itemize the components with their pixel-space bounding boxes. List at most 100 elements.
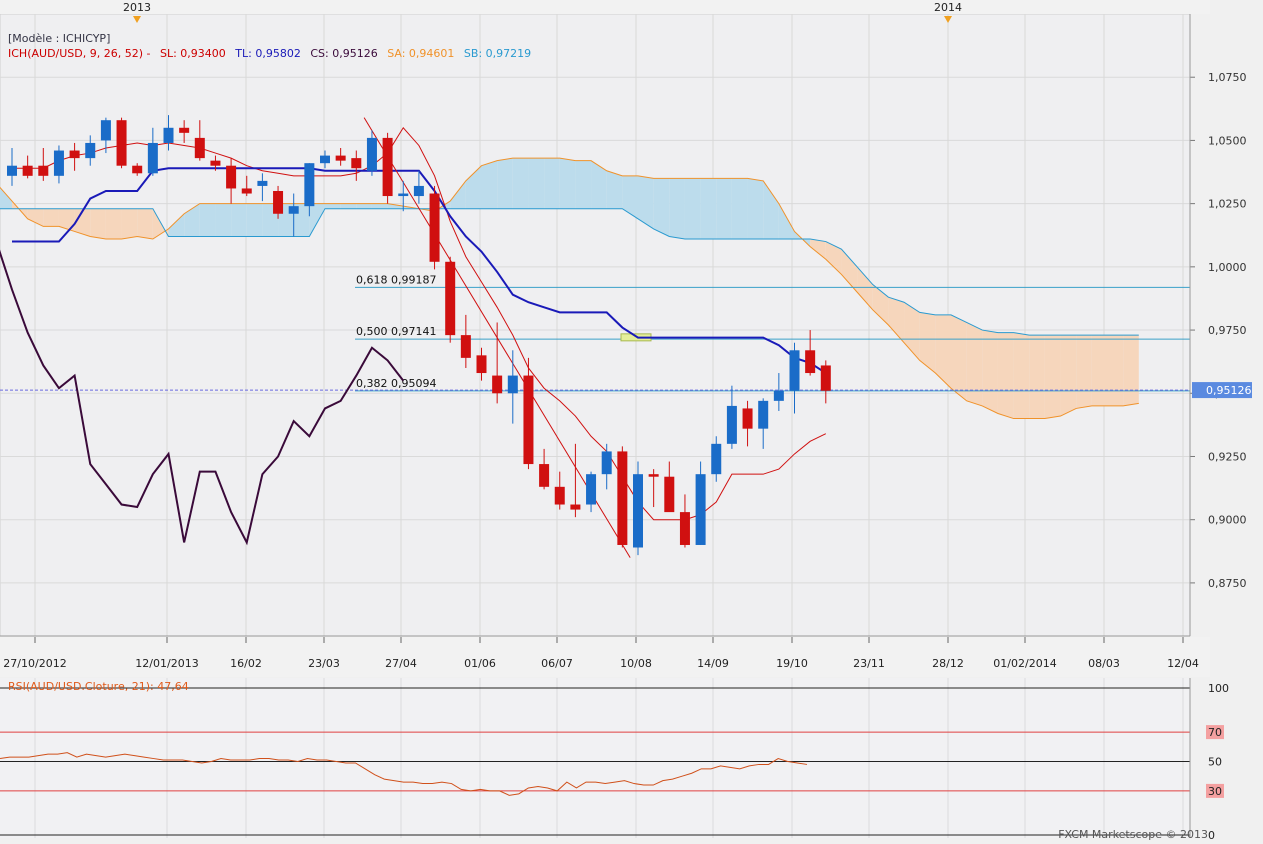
candle-body bbox=[476, 355, 487, 374]
candle-body bbox=[695, 474, 706, 545]
x-tick-label: 08/03 bbox=[1088, 657, 1120, 670]
x-tick-label: 10/08 bbox=[620, 657, 652, 670]
cloud-segment bbox=[137, 208, 153, 240]
candle-body bbox=[53, 150, 64, 176]
cloud-segment bbox=[606, 170, 623, 209]
cloud-segment bbox=[888, 297, 905, 343]
candle-body bbox=[304, 163, 315, 207]
cloud-segment bbox=[231, 203, 247, 237]
candle-body bbox=[398, 193, 409, 197]
cloud-segment bbox=[43, 208, 59, 227]
candle-body bbox=[742, 408, 753, 429]
rsi-line bbox=[0, 752, 808, 796]
candle-body bbox=[85, 142, 96, 159]
candle-body bbox=[38, 165, 49, 176]
cloud-segment bbox=[716, 178, 732, 240]
cloud-segment bbox=[199, 203, 216, 237]
rsi-level-label: 0 bbox=[1208, 829, 1215, 842]
candle-body bbox=[539, 464, 550, 487]
cloud-segment bbox=[309, 203, 325, 237]
candle-body bbox=[320, 155, 330, 164]
candle-body bbox=[147, 142, 158, 174]
candle-body bbox=[100, 120, 111, 141]
year-marker-icon bbox=[944, 16, 952, 23]
candle-body bbox=[257, 180, 268, 186]
cloud-segment bbox=[27, 208, 44, 227]
x-tick-label: 19/10 bbox=[776, 657, 808, 670]
cloud-segment bbox=[778, 203, 795, 240]
cloud-segment bbox=[669, 178, 685, 240]
cloud-segment bbox=[622, 175, 638, 219]
rsi-level-tag bbox=[1206, 783, 1224, 798]
rsi-level-label: 100 bbox=[1208, 682, 1229, 695]
y-tick-label: 0,9750 bbox=[1208, 324, 1247, 337]
cloud-segment bbox=[371, 203, 388, 209]
legend-tl: TL: 0,95802 bbox=[235, 47, 301, 60]
cloud-segment bbox=[1013, 332, 1030, 419]
candle-body bbox=[460, 335, 471, 358]
cloud-segment bbox=[763, 180, 779, 240]
model-label: [Modèle : ICHICYP] bbox=[8, 32, 111, 45]
cloud-segment bbox=[638, 175, 654, 229]
candle-body bbox=[241, 188, 252, 194]
candle-body bbox=[116, 120, 127, 166]
legend-sa: SA: 0,94601 bbox=[387, 47, 455, 60]
x-tick-label: 16/02 bbox=[230, 657, 262, 670]
chikou-span-line bbox=[0, 249, 405, 546]
x-tick-label: 01/06 bbox=[464, 657, 496, 670]
rsi-panel-background bbox=[0, 678, 1190, 838]
tenkan-line bbox=[12, 126, 827, 521]
candle-body bbox=[429, 193, 440, 262]
candle-body bbox=[523, 375, 534, 465]
y-tick-label: 1,0250 bbox=[1208, 198, 1247, 211]
cloud-segment bbox=[1076, 335, 1092, 409]
current-price-label: 0,95126 bbox=[1206, 384, 1252, 397]
cloud-segment bbox=[246, 203, 263, 237]
candle-body bbox=[226, 165, 237, 189]
y-tick-label: 1,0750 bbox=[1208, 71, 1247, 84]
cloud-segment bbox=[0, 187, 12, 209]
fibo-level-label: 0,382 0,95094 bbox=[356, 377, 436, 390]
cloud-segment bbox=[857, 266, 873, 310]
year-marker-icon bbox=[133, 16, 141, 23]
cloud-segment bbox=[450, 180, 466, 209]
candle-body bbox=[758, 400, 769, 429]
candle-body bbox=[601, 451, 612, 475]
candle-body bbox=[69, 150, 80, 159]
candle-body bbox=[617, 451, 628, 545]
candle-body bbox=[507, 375, 518, 394]
cloud-segment bbox=[935, 314, 951, 389]
senkou-span-b-line bbox=[0, 208, 1139, 336]
cloud-segment bbox=[387, 203, 404, 209]
candle-body bbox=[648, 474, 659, 477]
legend-ich: ICH(AUD/USD, 9, 26, 52) - bbox=[8, 47, 151, 60]
candle-body bbox=[586, 474, 597, 505]
cloud-segment bbox=[700, 178, 717, 240]
rsi-level-label: 30 bbox=[1208, 785, 1222, 798]
cloud-segment bbox=[982, 330, 998, 414]
rsi-panel: 100 70 50 30 0 bbox=[0, 678, 1229, 842]
candle-body bbox=[22, 165, 33, 176]
cloud-segment bbox=[497, 158, 513, 209]
candle-body bbox=[351, 158, 362, 169]
cloud-segment bbox=[825, 241, 842, 275]
legend-cs: CS: 0,95126 bbox=[310, 47, 378, 60]
cloud-segment bbox=[481, 160, 498, 209]
cloud-segment bbox=[1107, 335, 1124, 406]
cloud-segment bbox=[215, 203, 232, 237]
cloud-segment bbox=[356, 203, 372, 209]
cloud-segment bbox=[559, 158, 576, 209]
x-tick-label: 28/12 bbox=[932, 657, 964, 670]
legend-sl: SL: 0,93400 bbox=[159, 47, 226, 60]
cloud-segment bbox=[591, 160, 607, 209]
cloud-segment bbox=[731, 178, 748, 240]
cloud-segment bbox=[1029, 335, 1045, 419]
fibonacci-levels: 0,618 0,99187 0,500 0,97141 0,382 0,95094 bbox=[0, 273, 1190, 392]
cloud-segment bbox=[340, 203, 357, 209]
candle-body bbox=[820, 365, 831, 391]
cloud-segment bbox=[747, 178, 764, 240]
candle-body bbox=[382, 137, 393, 197]
cloud-segment bbox=[951, 314, 967, 401]
cloud-segment bbox=[12, 201, 28, 219]
